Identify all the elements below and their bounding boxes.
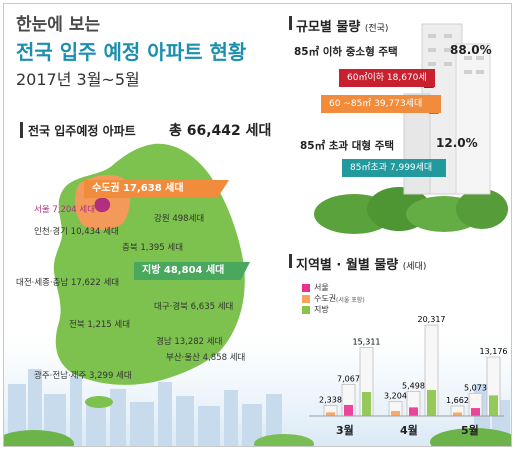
60-85-label: 60 ~85㎡ [329,99,372,109]
bar-accent-0-2 [362,392,371,416]
60-85-value: 39,773세대 [374,99,423,109]
value-label-0-0: 2,338 [319,396,342,405]
monthly-section-marker [289,254,292,268]
total-value: 총 66,442 세대 [169,123,272,139]
small-medium-row: 85㎡ 이하 중소형 주택 [294,44,398,59]
chart-unit-note: (세대) [402,262,427,272]
region-gyeongnam: 경남 13,282 세대 [156,337,223,347]
size-section-scope: (전국) [364,24,389,34]
under-60-label: 60㎡이하 [347,73,385,83]
region-daejeon-sejong-chungnam: 대전·세종·충남 17,622 세대 [16,278,120,288]
header-line-1: 한눈에 보는 [16,15,101,35]
monthly-section-title: 지역별 · 월별 물량 (세대) [296,254,426,273]
large-percent: 12.0% [436,136,478,150]
map-jeju [85,396,113,408]
capital-area-value: 17,638 세대 [123,183,184,194]
monthly-chart: 2,338 7,067 15,311 3,204 5,498 20,317 1,662 5,0… [309,315,508,417]
over-85-label: 85㎡초과 [350,163,388,173]
legend-capital-note: (서울 포함) [336,297,365,304]
small-medium-percent: 88.0% [450,43,492,57]
legend-seoul: 서울 [314,283,329,292]
value-label-2-2: 13,176 [480,347,508,356]
region-gangwon: 강원 498세대 [154,214,205,224]
60-85-pill: 60 ~85㎡ 39,773세대 [321,95,441,113]
capital-area-label: 수도권 [92,183,120,194]
legend-provinces: 지방 [314,305,329,314]
size-section-title-text: 규모별 물량 [296,20,361,35]
legend-swatch-provinces [302,306,310,314]
region-seoul: 서울 7,204 세대 [34,205,96,215]
value-label-2-0: 1,662 [446,396,469,405]
provinces-pill: 지방 48,804 세대 [134,262,250,280]
page-title: 전국 입주 예정 아파트 현황 [16,40,247,64]
over-85-value: 7,999세대 [389,163,433,173]
period-subtitle: 2017년 3월~5월 [16,70,140,89]
infographic: 한눈에 보는 전국 입주 예정 아파트 현황 2017년 3월~5월 전국 입주… [3,3,512,447]
bar-accent-2-1 [471,408,480,416]
bar-accent-2-2 [489,395,498,416]
bar-accent-0-0 [326,412,335,416]
region-incheon-gyeonggi: 인천·경기 10,434 세대 [34,227,119,237]
legend-capital: 수도권 [314,294,337,303]
bar-accent-2-0 [453,412,462,416]
trees [4,187,511,446]
small-medium-label: 85㎡ 이하 중소형 주택 [294,46,398,58]
region-jeonbuk: 전북 1,215 세대 [69,320,131,330]
month-label-may: 5월 [461,424,479,437]
size-section-title: 규모별 물량 (전국) [296,16,388,35]
value-label-1-1: 5,498 [402,381,425,390]
region-busan-ulsan: 부산·울산 4,858 세대 [166,353,246,363]
large-label: 85㎡ 초과 대형 주택 [300,140,395,152]
provinces-label: 지방 [142,265,161,276]
bar-accent-1-1 [409,407,418,416]
total-label: 전국 입주예정 아파트 [28,124,136,138]
value-label-0-2: 15,311 [353,337,381,346]
value-label-1-2: 20,317 [418,315,446,324]
large-row: 85㎡ 초과 대형 주택 [300,138,394,153]
size-section-marker [289,16,292,30]
bar-accent-0-1 [344,404,353,416]
over-85-pill: 85㎡초과 7,999세대 [342,159,446,177]
month-label-mar: 3월 [336,424,354,437]
capital-area-pill: 수도권 17,638 세대 [84,180,229,198]
value-label-2-1: 5,073 [464,383,487,392]
provinces-value: 48,804 세대 [163,265,225,276]
region-gwangju-jeonnam-jeju: 광주·전남·제주 3,299 세대 [34,371,132,381]
value-label-1-0: 3,204 [384,392,407,401]
map-seoul [94,197,111,213]
month-label-apr: 4월 [400,424,418,437]
region-daegu-gyeongbuk: 대구·경북 6,635 세대 [154,302,234,312]
bar-accent-1-0 [391,410,400,416]
legend-swatch-seoul [302,284,310,292]
legend-swatch-capital [302,295,310,303]
value-label-0-1: 7,067 [337,374,360,383]
region-chungbuk: 충북 1,395 세대 [122,243,184,253]
bar-accent-1-2 [427,390,436,416]
section-marker [20,122,23,138]
chart-title: 지역별 · 월별 물량 [296,258,399,273]
